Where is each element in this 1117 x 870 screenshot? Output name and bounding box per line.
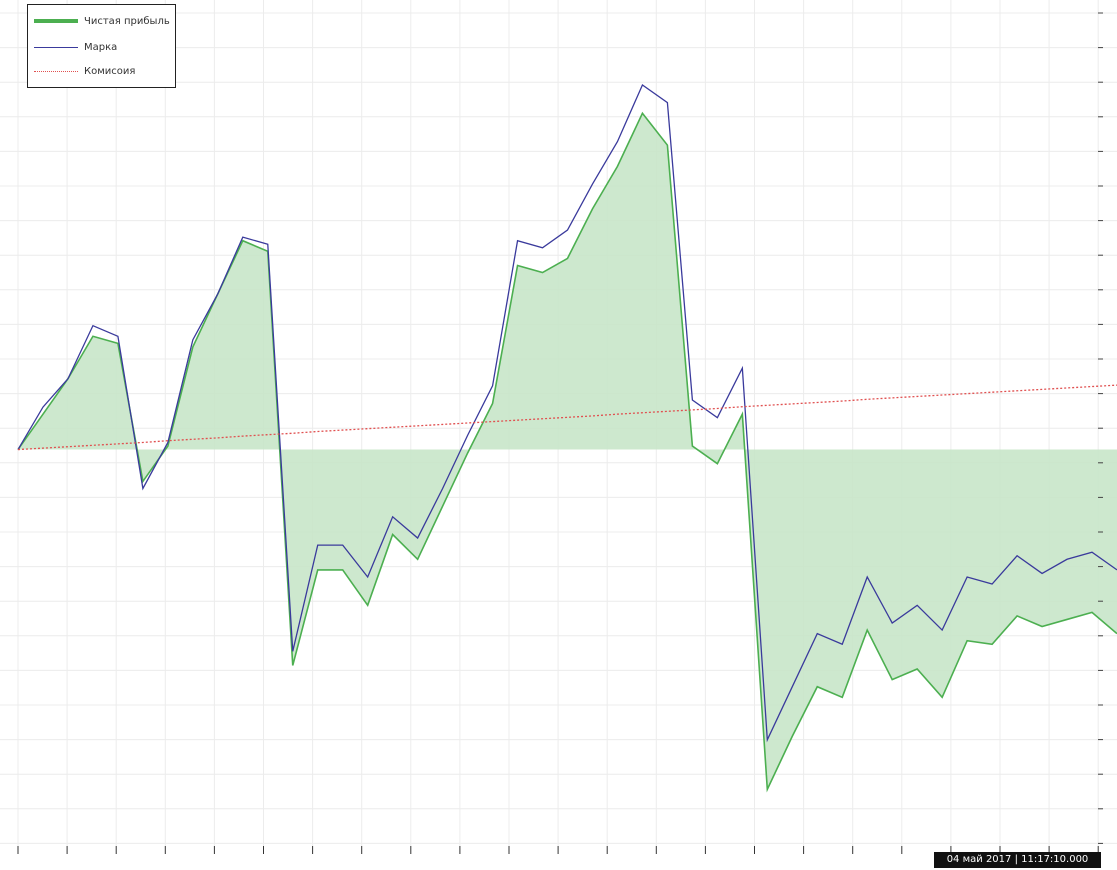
legend-item: Марка (34, 39, 117, 55)
series-line-commission (17, 384, 1117, 451)
legend-item: Комисоия (34, 63, 135, 79)
legend-swatch-marka (34, 46, 78, 48)
legend-swatch-net-profit (34, 19, 78, 23)
legend-item: Чистая прибыль (34, 13, 170, 29)
series-area-net-profit (18, 113, 1117, 790)
series-line-net-profit (17, 111, 1117, 793)
legend-label: Чистая прибыль (84, 15, 170, 27)
timestamp-badge: 04 май 2017 | 11:17:10.000 (934, 852, 1101, 868)
series-line-marka (17, 83, 1117, 743)
legend: Чистая прибыль Марка Комисоия (27, 4, 176, 88)
legend-swatch-commission (34, 70, 78, 72)
series-layer (17, 83, 1117, 793)
legend-label: Марка (84, 41, 118, 53)
legend-label: Комисоия (84, 65, 136, 77)
